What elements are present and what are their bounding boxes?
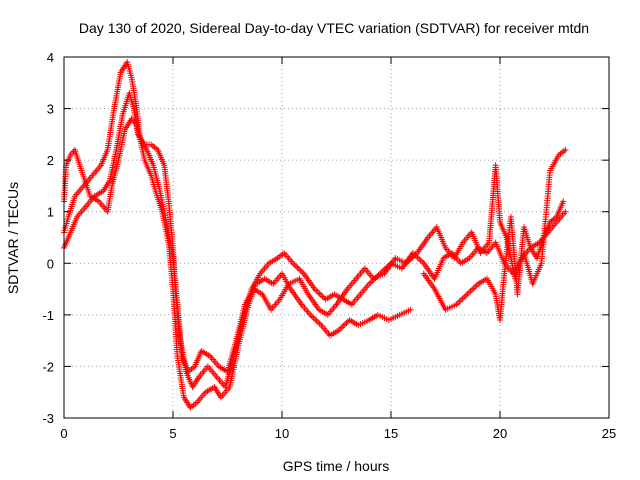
data-point-track-d xyxy=(468,286,475,293)
x-axis-label: GPS time / hours xyxy=(283,458,390,474)
data-points xyxy=(61,59,569,411)
data-point-track-a xyxy=(367,279,374,286)
data-point-track-a xyxy=(562,208,569,215)
y-tick-labels: -3 -2 -1 0 1 2 3 4 xyxy=(42,50,54,426)
data-point-track-d xyxy=(472,283,479,290)
data-point-track-a xyxy=(314,289,321,296)
data-point-track-a xyxy=(291,261,298,268)
data-point-track-b xyxy=(316,320,323,327)
data-point-track-a xyxy=(294,264,301,271)
data-point-track-b xyxy=(310,314,317,321)
data-point-track-d xyxy=(560,198,567,205)
data-point-track-d xyxy=(465,289,472,296)
y-tick-label: -3 xyxy=(42,411,54,426)
data-point-track-a xyxy=(299,269,306,276)
data-point-track-b xyxy=(312,316,319,323)
plot-frame xyxy=(63,56,610,419)
y-tick-label: 1 xyxy=(47,205,54,220)
x-tick-label: 15 xyxy=(384,426,398,441)
data-point-track-d xyxy=(462,292,469,299)
data-point-track-b xyxy=(308,313,315,320)
data-point-track-d xyxy=(458,297,465,304)
y-tick-label: 0 xyxy=(47,256,54,271)
data-point-track-d xyxy=(459,295,466,302)
data-point-track-d xyxy=(461,294,468,301)
data-point-track-a xyxy=(296,266,303,273)
data-point-track-b xyxy=(315,319,322,326)
x-tick-label: 0 xyxy=(60,426,67,441)
y-tick-label: 3 xyxy=(47,102,54,117)
data-point-track-b xyxy=(313,317,320,324)
data-point-track-d xyxy=(470,285,477,292)
x-tick-label: 5 xyxy=(169,426,176,441)
data-point-track-c xyxy=(562,146,569,153)
data-point-track-d xyxy=(464,291,471,298)
y-axis-label: SDTVAR / TECUs xyxy=(5,182,21,294)
x-tick-labels: 0 5 10 15 20 25 xyxy=(60,426,616,441)
x-tick-label: 10 xyxy=(275,426,289,441)
data-point-track-d xyxy=(467,288,474,295)
data-point-track-a xyxy=(417,257,424,264)
y-tick-label: -2 xyxy=(42,359,54,374)
x-tick-label: 20 xyxy=(493,426,507,441)
data-point-track-b xyxy=(407,306,414,313)
data-point-track-b xyxy=(340,322,347,329)
data-point-track-a xyxy=(317,291,324,298)
y-tick-label: 4 xyxy=(47,50,54,65)
data-point-track-b xyxy=(341,321,348,328)
chart-title: Day 130 of 2020, Sidereal Day-to-day VTE… xyxy=(79,20,589,36)
grid-lines xyxy=(64,57,609,418)
y-tick-label: -1 xyxy=(42,308,54,323)
data-point-track-a xyxy=(297,267,304,274)
data-point-track-a xyxy=(416,255,423,262)
data-point-track-a xyxy=(316,290,323,297)
data-point-track-a xyxy=(293,263,300,270)
y-tick-label: 2 xyxy=(47,153,54,168)
data-point-track-d xyxy=(456,298,463,305)
data-point-track-a xyxy=(419,258,426,265)
data-point-track-b xyxy=(338,324,345,331)
x-tick-label: 25 xyxy=(602,426,616,441)
data-point-track-a xyxy=(313,287,320,294)
